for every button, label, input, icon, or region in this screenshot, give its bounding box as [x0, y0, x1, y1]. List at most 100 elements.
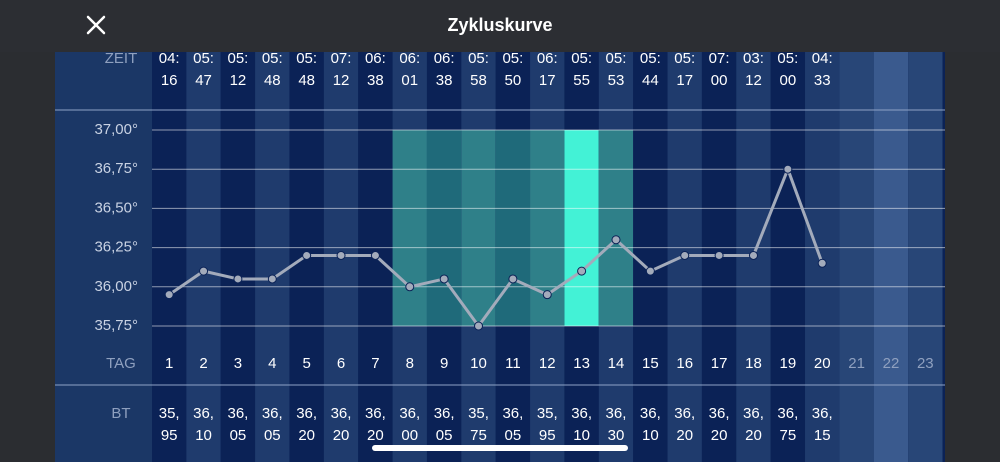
bt-label: 36,10 [193, 405, 214, 444]
x-tick-label: 5 [302, 355, 310, 372]
day-column [186, 52, 221, 462]
bt-label: 36,10 [571, 405, 593, 444]
fertile-band [461, 130, 496, 326]
bt-label: 36,05 [502, 405, 524, 444]
bt-label: 35,95 [158, 405, 180, 444]
data-point [233, 274, 243, 284]
bt-label: 36,20 [296, 405, 318, 444]
x-tick-label: 18 [745, 355, 762, 372]
bt-label: 36,20 [330, 405, 352, 444]
label-column [55, 52, 152, 462]
fertile-band [392, 130, 427, 326]
bt-label: 36,20 [708, 405, 730, 444]
time-label: 05:58 [468, 50, 489, 89]
data-point [680, 250, 690, 260]
data-point [267, 274, 277, 284]
data-point [817, 258, 827, 268]
time-label: 07:00 [708, 50, 730, 89]
y-tick-label: 37,00° [94, 121, 138, 138]
x-tick-label: 15 [642, 355, 659, 372]
time-label: 05:47 [193, 50, 214, 89]
time-label: 05:48 [296, 50, 318, 89]
data-point [336, 250, 346, 260]
bt-label: 36,05 [227, 405, 249, 444]
time-label: 05:17 [674, 50, 696, 89]
x-tick-label: 10 [470, 355, 487, 372]
bt-label: 35,75 [468, 405, 489, 444]
bt-label: 36,10 [639, 405, 661, 444]
day-column [220, 52, 256, 462]
x-tick-label: 13 [573, 355, 590, 372]
data-point [783, 164, 793, 174]
day-column [805, 52, 840, 462]
time-label: 05:44 [639, 50, 661, 89]
row-label: TAG [106, 355, 136, 372]
time-label: 05:00 [777, 50, 799, 89]
x-tick-label: 1 [165, 355, 173, 372]
day-column [255, 52, 290, 462]
time-label: 05:53 [605, 50, 627, 89]
x-tick-label: 7 [371, 355, 379, 372]
x-tick-label: 11 [505, 355, 521, 372]
time-label: 05:50 [502, 50, 524, 89]
time-label: 06:38 [433, 50, 455, 89]
y-tick-label: 36,25° [94, 239, 138, 256]
x-tick-label: 9 [440, 355, 448, 372]
x-tick-label: 6 [337, 355, 345, 372]
bt-label: 35,95 [536, 405, 558, 444]
top-bar [0, 0, 1000, 52]
x-tick-label: 20 [814, 355, 831, 372]
day-column [839, 52, 874, 462]
data-point [164, 290, 174, 300]
bt-label: 36,15 [811, 405, 833, 444]
fertile-band [598, 130, 634, 326]
time-label: 06:38 [364, 50, 386, 89]
x-tick-label: 19 [780, 355, 797, 372]
bt-label: 36,20 [674, 405, 696, 444]
data-point [714, 250, 724, 260]
day-column [152, 52, 187, 462]
bt-label: 36,00 [399, 405, 421, 444]
x-tick-label: 17 [711, 355, 728, 372]
bt-label: 36,05 [261, 405, 283, 444]
fertile-band [564, 130, 599, 326]
x-tick-label: 16 [676, 355, 693, 372]
temperature-line [168, 167, 824, 328]
x-tick-label: 22 [883, 355, 900, 372]
data-point [370, 250, 380, 260]
x-tick-label: 23 [917, 355, 934, 372]
time-label: 06:01 [399, 50, 421, 89]
day-column [908, 52, 943, 462]
x-tick-label: 3 [234, 355, 242, 372]
data-point [542, 290, 552, 300]
y-tick-label: 36,50° [94, 199, 138, 216]
x-tick-label: 21 [848, 355, 865, 372]
time-label: 04:16 [158, 50, 180, 89]
x-tick-label: 12 [539, 355, 556, 372]
x-tick-label: 2 [199, 355, 207, 372]
data-point [611, 235, 621, 245]
data-point [302, 250, 312, 260]
bt-label: 36,20 [743, 405, 764, 444]
row-label: BT [111, 405, 130, 422]
screen-title: Zykluskurve [447, 15, 552, 35]
data-point [748, 250, 758, 260]
day-column [873, 52, 909, 462]
close-button[interactable] [86, 15, 106, 35]
data-point [405, 282, 415, 292]
data-point [474, 321, 484, 331]
time-label: 07:12 [330, 50, 352, 89]
time-label: 05:12 [227, 50, 249, 89]
time-label: 03:12 [743, 50, 764, 89]
y-tick-label: 35,75° [94, 317, 138, 334]
bt-label: 36,20 [364, 405, 386, 444]
bt-label: 36,30 [605, 405, 627, 444]
data-point [439, 274, 449, 284]
day-column [633, 52, 668, 462]
data-point [645, 266, 655, 276]
time-label: 05:55 [571, 50, 593, 89]
time-label: 06:17 [536, 50, 558, 89]
y-tick-label: 36,75° [94, 160, 138, 177]
